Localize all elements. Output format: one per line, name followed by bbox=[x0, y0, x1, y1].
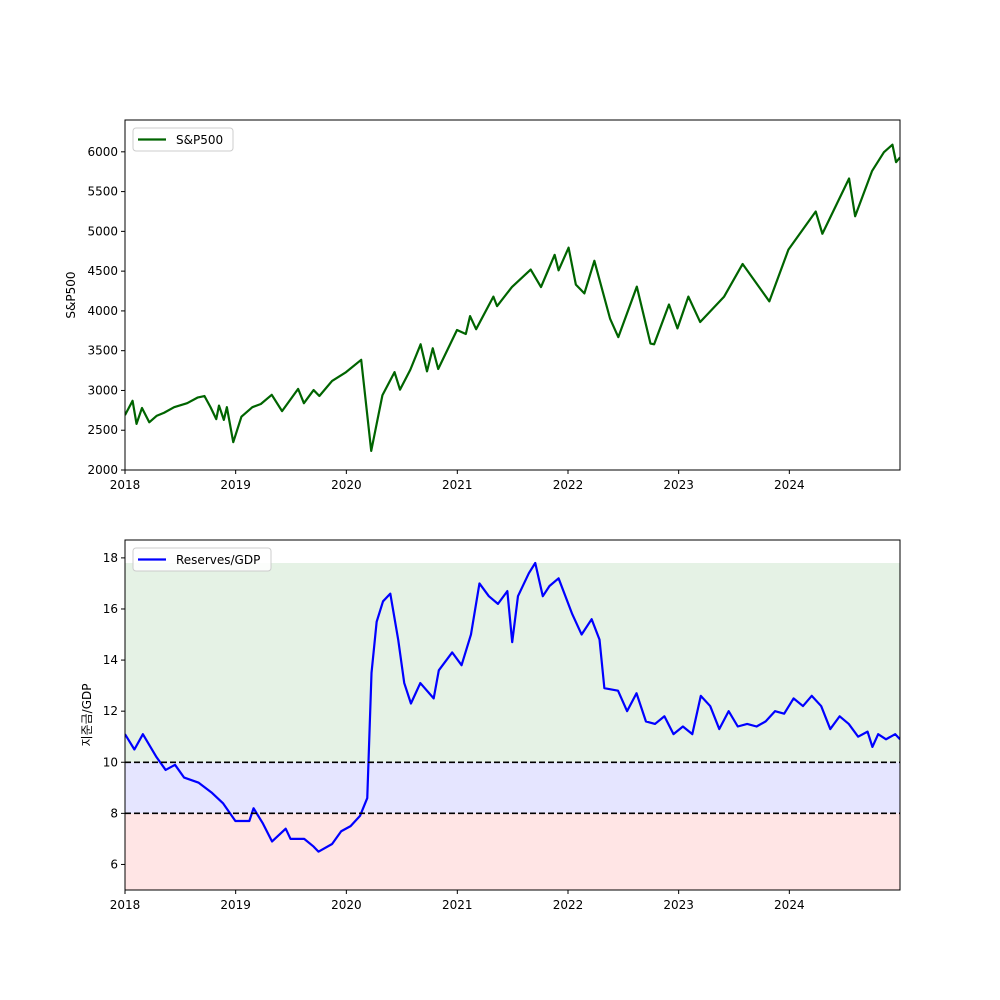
sp500-y-tick-label-1: 2500 bbox=[87, 423, 118, 437]
reserves-band-1 bbox=[125, 762, 900, 814]
sp500-legend: S&P500 bbox=[132, 127, 234, 152]
sp500-x-tick-label-3: 2021 bbox=[442, 478, 473, 492]
sp500-y-tick-label-3: 3500 bbox=[87, 344, 118, 358]
sp500-y-tick-label-8: 6000 bbox=[87, 145, 118, 159]
reserves-x-tick-label-0: 2018 bbox=[110, 898, 141, 912]
sp500-legend-box bbox=[132, 127, 234, 152]
reserves-x-tick-label-2: 2020 bbox=[331, 898, 362, 912]
sp500-x-tick-label-2: 2020 bbox=[331, 478, 362, 492]
reserves-y-axis-label: 지준금/GDP bbox=[80, 684, 94, 747]
sp500-y-tick-label-6: 5000 bbox=[87, 224, 118, 238]
sp500-x-tick-label-4: 2022 bbox=[553, 478, 584, 492]
sp500-x-tick-label-1: 2019 bbox=[220, 478, 251, 492]
reserves-x-tick-label-4: 2022 bbox=[553, 898, 584, 912]
sp500-y-tick-label-4: 4000 bbox=[87, 304, 118, 318]
reserves-y-tick-label-0: 6 bbox=[110, 857, 118, 871]
reserves-y-tick-label-5: 16 bbox=[103, 602, 118, 616]
reserves-legend-box bbox=[132, 547, 272, 572]
reserves-y-tick-label-1: 8 bbox=[110, 806, 118, 820]
reserves-x-tick-label-5: 2023 bbox=[663, 898, 694, 912]
reserves-series-line-0 bbox=[125, 561, 900, 853]
sp500-y-tick-label-2: 3000 bbox=[87, 383, 118, 397]
reserves-legend-label: Reserves/GDP bbox=[176, 553, 260, 567]
sp500-x-tick-label-0: 2018 bbox=[110, 478, 141, 492]
sp500-y-tick-label-7: 5500 bbox=[87, 185, 118, 199]
sp500-series-line-0 bbox=[125, 143, 900, 453]
reserves-plot-frame bbox=[124, 539, 901, 891]
sp500-plot-frame bbox=[124, 119, 901, 471]
reserves-x-tick-label-3: 2021 bbox=[442, 898, 473, 912]
reserves-legend: Reserves/GDP bbox=[132, 547, 272, 572]
reserves-y-tick-label-3: 12 bbox=[103, 704, 118, 718]
reserves-x-tick-label-1: 2019 bbox=[220, 898, 251, 912]
reserves-band-2 bbox=[125, 562, 900, 763]
sp500-y-tick-label-0: 2000 bbox=[87, 463, 118, 477]
reserves-x-tick-label-6: 2024 bbox=[774, 898, 805, 912]
sp500-x-tick-label-6: 2024 bbox=[774, 478, 805, 492]
reserves-y-tick-label-6: 18 bbox=[103, 551, 118, 565]
sp500-y-tick-label-5: 4500 bbox=[87, 264, 118, 278]
reserves-y-tick-label-4: 14 bbox=[103, 653, 118, 667]
sp500-chart-panel: 2018 2019 2020 2021 2022 2023 2024 2000 2500 3000… bbox=[64, 119, 901, 492]
sp500-legend-label: S&P500 bbox=[176, 133, 223, 147]
sp500-x-tick-label-5: 2023 bbox=[663, 478, 694, 492]
reserves-gdp-chart-panel: 2018 2019 2020 2021 2022 2023 2024 6 8 10 12 14 16 18… bbox=[80, 539, 901, 912]
sp500-y-axis-label: S&P500 bbox=[64, 271, 78, 318]
reserves-band-0 bbox=[125, 813, 900, 890]
reserves-y-tick-label-2: 10 bbox=[103, 755, 118, 769]
